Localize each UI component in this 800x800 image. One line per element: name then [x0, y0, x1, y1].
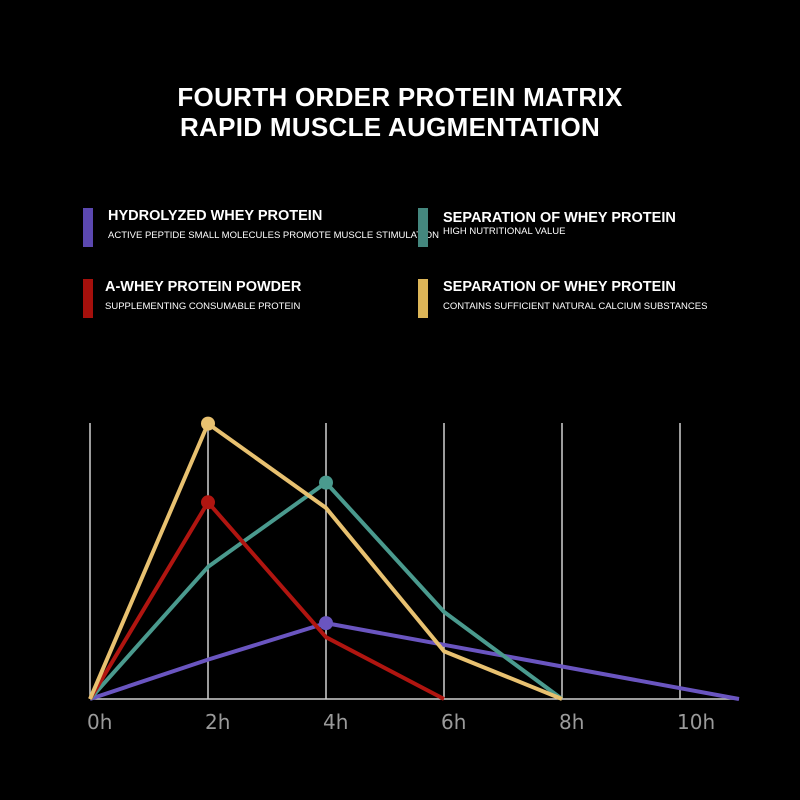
series-peak-marker	[319, 475, 333, 490]
legend-swatch	[83, 279, 93, 318]
legend-title: SEPARATION OF WHEY PROTEIN	[443, 279, 676, 295]
series-line	[88, 500, 445, 701]
legend-desc: HIGH NUTRITIONAL VALUE	[443, 226, 566, 237]
x-tick-label: 10h	[677, 710, 715, 734]
title-line-2: RAPID MUSCLE AUGMENTATION	[179, 112, 601, 142]
title-line-1: FOURTH ORDER PROTEIN MATRIX	[177, 82, 623, 112]
series-peak-marker	[319, 616, 333, 631]
legend-swatch	[418, 208, 428, 247]
x-tick-label: 6h	[441, 710, 466, 734]
legend-desc: CONTAINS SUFFICIENT NATURAL CALCIUM SUBS…	[443, 301, 708, 312]
legend-desc: SUPPLEMENTING CONSUMABLE PROTEIN	[105, 301, 301, 312]
x-tick-label: 4h	[323, 710, 348, 734]
legend-swatch	[418, 279, 428, 318]
x-tick-label: 2h	[205, 710, 230, 734]
legend-title: A-WHEY PROTEIN POWDER	[105, 279, 302, 295]
series-line	[89, 621, 740, 701]
legend-title: SEPARATION OF WHEY PROTEIN	[443, 210, 676, 226]
series-peak-marker	[201, 416, 215, 431]
x-tick-label: 0h	[87, 710, 112, 734]
x-tick-label: 8h	[559, 710, 584, 734]
series-line	[88, 421, 563, 701]
legend-swatch	[83, 208, 93, 247]
legend-desc: ACTIVE PEPTIDE SMALL MOLECULES PROMOTE M…	[108, 230, 439, 241]
series-peak-marker	[201, 495, 215, 510]
legend-title: HYDROLYZED WHEY PROTEIN	[108, 208, 323, 224]
